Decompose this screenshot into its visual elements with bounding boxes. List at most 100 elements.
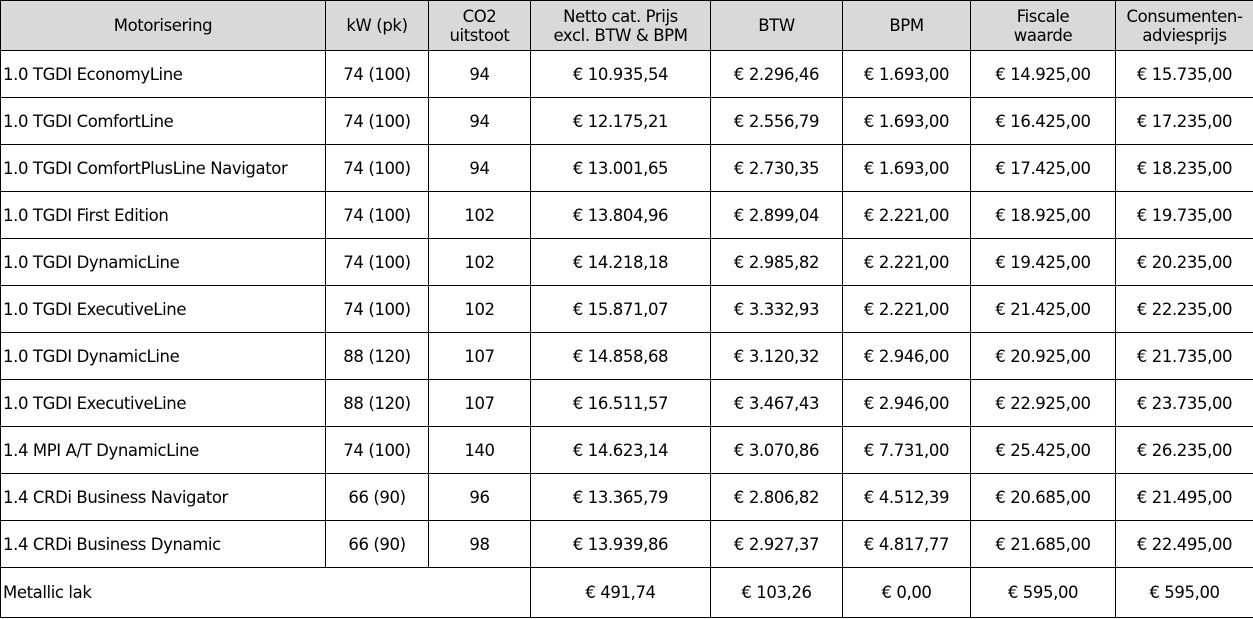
cell-motorisering: 1.0 TGDI ComfortLine — [0, 97, 326, 145]
header-consumentenadviesprijs: Consumenten-adviesprijs — [1115, 0, 1253, 51]
table-row: 1.0 TGDI DynamicLine 74 (100) 102 € 14.218,… — [0, 238, 1253, 286]
cell-bpm: € 4.512,39 — [842, 473, 971, 521]
header-label: Consumenten- — [1126, 6, 1243, 26]
table-row: 1.4 CRDi Business Dynamic 66 (90) 98 € 13.9… — [0, 520, 1253, 568]
cell-bpm: € 1.693,00 — [842, 50, 971, 98]
cell-co2: 96 — [428, 473, 531, 521]
cell-motorisering: 1.0 TGDI ComfortPlusLine Navigator — [0, 144, 326, 192]
cell-co2: 98 — [428, 520, 531, 568]
cell-consumentenprijs: € 22.495,00 — [1115, 520, 1253, 568]
header-label: BPM — [889, 16, 924, 35]
cell-btw: € 3.070,86 — [710, 426, 843, 474]
cell-btw: € 3.467,43 — [710, 379, 843, 427]
header-label: Netto cat. Prijs — [563, 6, 678, 26]
header-label: kW (pk) — [346, 16, 408, 35]
cell-co2: 94 — [428, 50, 531, 98]
cell-bpm: € 2.221,00 — [842, 238, 971, 286]
header-label: BTW — [758, 16, 795, 35]
cell-motorisering: 1.0 TGDI EconomyLine — [0, 50, 326, 98]
cell-consumentenprijs: € 21.735,00 — [1115, 332, 1253, 380]
cell-motorisering: 1.4 MPI A/T DynamicLine — [0, 426, 326, 474]
cell-bpm: € 1.693,00 — [842, 97, 971, 145]
header-label-line2: adviesprijs — [1142, 25, 1227, 45]
metallic-lak-netto: € 491,74 — [530, 567, 711, 618]
metallic-lak-label: Metallic lak — [0, 567, 531, 618]
metallic-lak-row: Metallic lak € 491,74 € 103,26 € 0,00 € … — [0, 567, 1253, 618]
cell-kw-pk: 66 (90) — [325, 473, 429, 521]
table-row: 1.4 CRDi Business Navigator 66 (90) 96 € 13… — [0, 473, 1253, 521]
cell-fiscale-waarde: € 20.685,00 — [970, 473, 1116, 521]
cell-kw-pk: 74 (100) — [325, 238, 429, 286]
cell-kw-pk: 74 (100) — [325, 97, 429, 145]
header-netto-prijs: Netto cat. Prijs excl. BTW & BPM — [530, 0, 711, 51]
cell-netto-prijs: € 13.001,65 — [530, 144, 711, 192]
cell-btw: € 2.985,82 — [710, 238, 843, 286]
cell-netto-prijs: € 16.511,57 — [530, 379, 711, 427]
cell-fiscale-waarde: € 21.425,00 — [970, 285, 1116, 333]
cell-motorisering: 1.4 CRDi Business Dynamic — [0, 520, 326, 568]
cell-btw: € 3.332,93 — [710, 285, 843, 333]
cell-bpm: € 4.817,77 — [842, 520, 971, 568]
cell-consumentenprijs: € 21.495,00 — [1115, 473, 1253, 521]
table-row: 1.0 TGDI ComfortPlusLine Navigator 74 (10… — [0, 144, 1253, 192]
cell-kw-pk: 74 (100) — [325, 50, 429, 98]
cell-bpm: € 2.946,00 — [842, 379, 971, 427]
cell-btw: € 2.296,46 — [710, 50, 843, 98]
cell-kw-pk: 74 (100) — [325, 426, 429, 474]
cell-kw-pk: 74 (100) — [325, 144, 429, 192]
cell-btw: € 2.927,37 — [710, 520, 843, 568]
table-row: 1.4 MPI A/T DynamicLine 74 (100) 140 € 14.6… — [0, 426, 1253, 474]
cell-btw: € 2.899,04 — [710, 191, 843, 239]
metallic-lak-bpm: € 0,00 — [842, 567, 971, 618]
header-label: Fiscale — [1016, 6, 1070, 26]
table-row: 1.0 TGDI DynamicLine 88 (120) 107 € 14.858,… — [0, 332, 1253, 380]
cell-fiscale-waarde: € 25.425,00 — [970, 426, 1116, 474]
header-bpm: BPM — [842, 0, 971, 51]
cell-consumentenprijs: € 20.235,00 — [1115, 238, 1253, 286]
cell-netto-prijs: € 10.935,54 — [530, 50, 711, 98]
table-row: 1.0 TGDI ComfortLine 74 (100) 94 € 12.175,2… — [0, 97, 1253, 145]
cell-consumentenprijs: € 15.735,00 — [1115, 50, 1253, 98]
cell-kw-pk: 74 (100) — [325, 191, 429, 239]
cell-bpm: € 2.946,00 — [842, 332, 971, 380]
metallic-lak-btw: € 103,26 — [710, 567, 843, 618]
cell-consumentenprijs: € 26.235,00 — [1115, 426, 1253, 474]
cell-co2: 102 — [428, 285, 531, 333]
cell-kw-pk: 74 (100) — [325, 285, 429, 333]
cell-consumentenprijs: € 22.235,00 — [1115, 285, 1253, 333]
cell-consumentenprijs: € 17.235,00 — [1115, 97, 1253, 145]
cell-motorisering: 1.4 CRDi Business Navigator — [0, 473, 326, 521]
header-label-line2: excl. BTW & BPM — [553, 25, 688, 45]
cell-co2: 107 — [428, 332, 531, 380]
cell-motorisering: 1.0 TGDI First Edition — [0, 191, 326, 239]
header-row: Motorisering kW (pk) CO2 uitstoot Netto c… — [0, 0, 1253, 51]
table-row: 1.0 TGDI ExecutiveLine 74 (100) 102 € 15.87… — [0, 285, 1253, 333]
cell-co2: 102 — [428, 238, 531, 286]
cell-netto-prijs: € 15.871,07 — [530, 285, 711, 333]
cell-fiscale-waarde: € 21.685,00 — [970, 520, 1116, 568]
header-label-line2: waarde — [1013, 25, 1073, 45]
cell-consumentenprijs: € 18.235,00 — [1115, 144, 1253, 192]
cell-bpm: € 2.221,00 — [842, 191, 971, 239]
cell-kw-pk: 88 (120) — [325, 332, 429, 380]
table-row: 1.0 TGDI First Edition 74 (100) 102 € 13.80… — [0, 191, 1253, 239]
cell-kw-pk: 66 (90) — [325, 520, 429, 568]
cell-co2: 94 — [428, 97, 531, 145]
cell-kw-pk: 88 (120) — [325, 379, 429, 427]
cell-fiscale-waarde: € 22.925,00 — [970, 379, 1116, 427]
cell-co2: 94 — [428, 144, 531, 192]
cell-bpm: € 2.221,00 — [842, 285, 971, 333]
cell-consumentenprijs: € 23.735,00 — [1115, 379, 1253, 427]
cell-fiscale-waarde: € 14.925,00 — [970, 50, 1116, 98]
cell-netto-prijs: € 14.218,18 — [530, 238, 711, 286]
cell-motorisering: 1.0 TGDI ExecutiveLine — [0, 379, 326, 427]
cell-co2: 140 — [428, 426, 531, 474]
cell-netto-prijs: € 12.175,21 — [530, 97, 711, 145]
table-row: 1.0 TGDI ExecutiveLine 88 (120) 107 € 16.51… — [0, 379, 1253, 427]
header-fiscale-waarde: Fiscale waarde — [970, 0, 1116, 51]
cell-netto-prijs: € 13.939,86 — [530, 520, 711, 568]
metallic-lak-consumentenprijs: € 595,00 — [1115, 567, 1253, 618]
cell-consumentenprijs: € 19.735,00 — [1115, 191, 1253, 239]
cell-btw: € 2.806,82 — [710, 473, 843, 521]
